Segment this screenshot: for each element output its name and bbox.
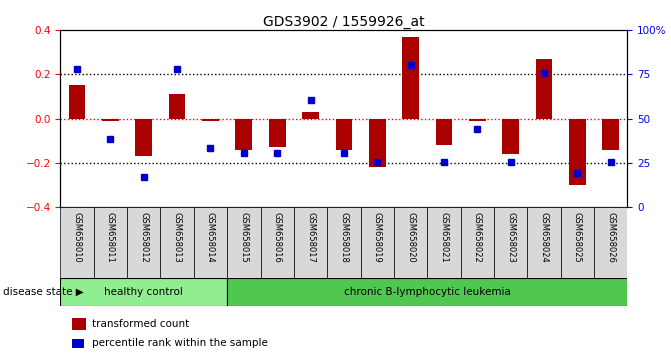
Text: chronic B-lymphocytic leukemia: chronic B-lymphocytic leukemia [344, 287, 511, 297]
Bar [294, 207, 327, 278]
Text: GSM658020: GSM658020 [406, 212, 415, 263]
Text: GSM658026: GSM658026 [606, 212, 615, 263]
Bar [260, 207, 294, 278]
Bar [369, 119, 386, 167]
Text: GSM658013: GSM658013 [172, 212, 182, 263]
Text: GSM658018: GSM658018 [340, 212, 348, 263]
Text: GSM658021: GSM658021 [440, 212, 448, 263]
Text: GSM658023: GSM658023 [506, 212, 515, 263]
Text: GSM658025: GSM658025 [573, 212, 582, 263]
Bar [136, 119, 152, 156]
Text: GSM658011: GSM658011 [106, 212, 115, 263]
Bar [569, 119, 586, 185]
Text: disease state ▶: disease state ▶ [3, 287, 84, 297]
Title: GDS3902 / 1559926_at: GDS3902 / 1559926_at [263, 15, 425, 29]
Bar [60, 207, 94, 278]
Text: GSM658017: GSM658017 [306, 212, 315, 263]
Bar [494, 207, 527, 278]
Bar [194, 207, 227, 278]
Bar [102, 119, 119, 121]
Text: GSM658016: GSM658016 [272, 212, 282, 263]
Text: GSM658024: GSM658024 [539, 212, 548, 263]
Bar [402, 37, 419, 119]
Bar [561, 207, 594, 278]
Text: GSM658022: GSM658022 [473, 212, 482, 263]
Bar [460, 207, 494, 278]
Text: GSM658019: GSM658019 [372, 212, 382, 263]
Bar [503, 119, 519, 154]
Bar [594, 207, 627, 278]
Bar [527, 207, 561, 278]
Bar [227, 207, 260, 278]
Bar [160, 207, 194, 278]
Bar [169, 94, 185, 119]
Bar [360, 207, 394, 278]
Bar [236, 119, 252, 149]
Bar [435, 119, 452, 145]
Text: transformed count: transformed count [91, 319, 189, 329]
Bar [72, 318, 86, 330]
Bar [68, 85, 85, 119]
Text: GSM658015: GSM658015 [240, 212, 248, 263]
Bar [427, 207, 460, 278]
Text: GSM658010: GSM658010 [72, 212, 82, 263]
Text: GSM658014: GSM658014 [206, 212, 215, 263]
Bar [603, 119, 619, 149]
Bar [227, 278, 627, 306]
Text: healthy control: healthy control [104, 287, 183, 297]
Bar [394, 207, 427, 278]
Text: GSM658012: GSM658012 [140, 212, 148, 263]
Bar [60, 278, 227, 306]
Bar [302, 112, 319, 119]
Bar [535, 59, 552, 119]
Bar [327, 207, 360, 278]
Bar [72, 339, 84, 348]
Text: percentile rank within the sample: percentile rank within the sample [91, 338, 268, 348]
Bar [336, 119, 352, 149]
Bar [469, 119, 486, 121]
Bar [94, 207, 127, 278]
Bar [127, 207, 160, 278]
Bar [202, 119, 219, 121]
Bar [269, 119, 286, 147]
